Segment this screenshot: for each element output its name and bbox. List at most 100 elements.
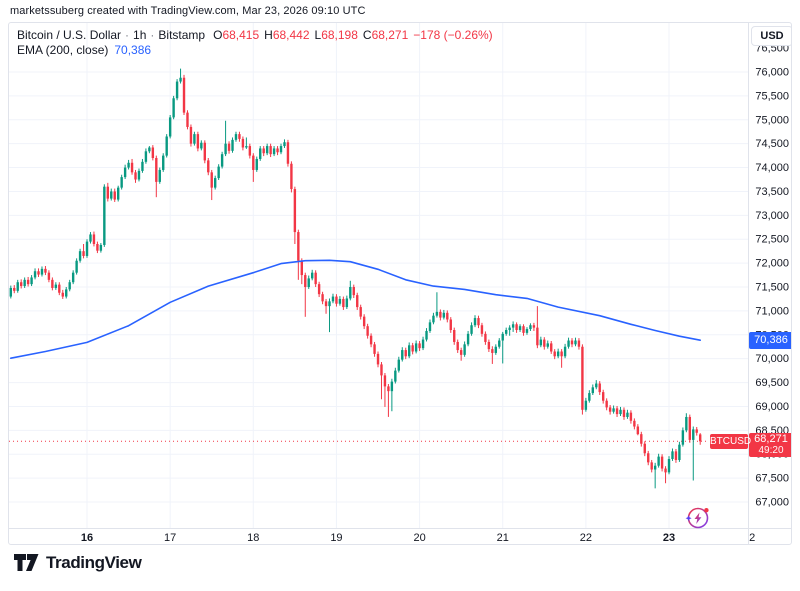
candle-body <box>276 148 279 153</box>
candle-body <box>165 136 168 156</box>
candle-body <box>234 134 238 140</box>
candle-body <box>477 318 480 326</box>
candle-body <box>269 146 272 155</box>
candle-body <box>144 151 148 162</box>
price-tick-label: 75,500 <box>755 90 789 102</box>
candle-body <box>612 408 615 412</box>
candle-body <box>227 143 231 151</box>
candle-body <box>151 147 155 159</box>
candle-body <box>539 339 543 346</box>
candle-body <box>442 312 446 318</box>
ohlc-value: 68,198 <box>321 28 358 42</box>
candle-body <box>54 284 58 288</box>
candle-body <box>338 298 342 304</box>
ema-line <box>9 259 702 360</box>
price-tick-label: 71,500 <box>755 282 789 294</box>
candle-body <box>210 172 213 188</box>
candle-body <box>279 146 283 153</box>
candle-body <box>96 244 99 251</box>
candle-body <box>172 98 175 118</box>
candle-body <box>432 315 435 323</box>
time-tick-label: 20 <box>413 532 425 544</box>
candle-body <box>508 327 511 331</box>
spark-ai-button[interactable] <box>683 503 713 533</box>
candle-body <box>9 287 12 297</box>
candle-body <box>193 134 196 144</box>
candle-body <box>376 353 380 365</box>
chart-legend: Bitcoin / U.S. Dollar · 1h · Bitstamp O68,415… <box>17 28 493 58</box>
candle-body <box>550 343 553 352</box>
time-tick-label: 21 <box>497 532 509 544</box>
last-price-badge: 68,271 49:20 <box>749 432 791 457</box>
candle-body <box>78 251 82 261</box>
time-tick-label: 18 <box>247 532 259 544</box>
candle-body <box>137 170 141 180</box>
change-value: −178 (−0.26%) <box>413 28 493 42</box>
candle-body <box>335 296 338 304</box>
candle-body <box>647 453 650 463</box>
price-tick-label: 72,000 <box>755 258 789 270</box>
candle-body <box>466 333 470 345</box>
candle-body <box>345 298 349 308</box>
candle-body <box>622 409 626 417</box>
candle-body <box>259 148 262 159</box>
candle-body <box>657 456 660 466</box>
candle-body <box>671 451 674 460</box>
candle-body <box>369 335 373 345</box>
candle-body <box>61 292 64 297</box>
candle-body <box>179 77 182 82</box>
candle-body <box>525 329 529 333</box>
candle-body <box>123 167 127 178</box>
candle-body <box>584 400 588 410</box>
candle-body <box>231 139 234 151</box>
legend-symbol-row: Bitcoin / U.S. Dollar · 1h · Bitstamp O68,415… <box>17 28 493 43</box>
currency-unit-button[interactable]: USD <box>751 26 791 46</box>
candle-body <box>459 350 463 355</box>
candle-body <box>356 295 359 308</box>
price-tick-label: 72,500 <box>755 234 789 246</box>
candle-body <box>515 324 518 331</box>
tradingview-logo[interactable]: TradingView <box>14 553 142 573</box>
candle-body <box>504 330 508 334</box>
candle-body <box>241 138 245 148</box>
candle-body <box>390 381 394 392</box>
candle-body <box>439 311 442 318</box>
candle-body <box>130 162 134 173</box>
time-tick-label: 2 <box>749 532 755 544</box>
candle-body <box>487 341 491 350</box>
candle-body <box>560 351 563 357</box>
candle-body <box>103 186 106 245</box>
candle-body <box>141 161 144 171</box>
candle-body <box>484 333 487 342</box>
candle-body <box>660 456 664 469</box>
candle-body <box>51 279 54 288</box>
candle-body <box>238 134 241 139</box>
ohlc-value: 68,442 <box>272 28 310 42</box>
candle-body <box>30 277 33 285</box>
candle-body <box>605 400 608 408</box>
candle-body <box>425 330 428 340</box>
candle-body <box>522 326 525 333</box>
candle-body <box>37 271 40 275</box>
candle-body <box>321 294 324 302</box>
price-tick-label: 69,500 <box>755 377 789 389</box>
candle-body <box>71 272 75 283</box>
ohlc-label: H <box>264 28 273 42</box>
candle-body <box>300 260 304 276</box>
candle-body <box>518 326 522 331</box>
candle-body <box>89 234 92 242</box>
candle-body <box>19 282 23 287</box>
candle-body <box>324 301 328 307</box>
candle-body <box>196 134 200 149</box>
candle-body <box>473 318 477 326</box>
candle-body <box>563 346 567 357</box>
candle-body <box>626 412 629 417</box>
candle-body <box>248 146 252 156</box>
price-tick-label: 70,000 <box>755 353 789 365</box>
candle-body <box>352 287 355 296</box>
exchange-label: Bitstamp <box>158 28 206 42</box>
candle-body <box>82 251 85 256</box>
candle-body <box>189 126 193 144</box>
candle-body <box>220 154 224 167</box>
candle-body <box>297 232 300 261</box>
